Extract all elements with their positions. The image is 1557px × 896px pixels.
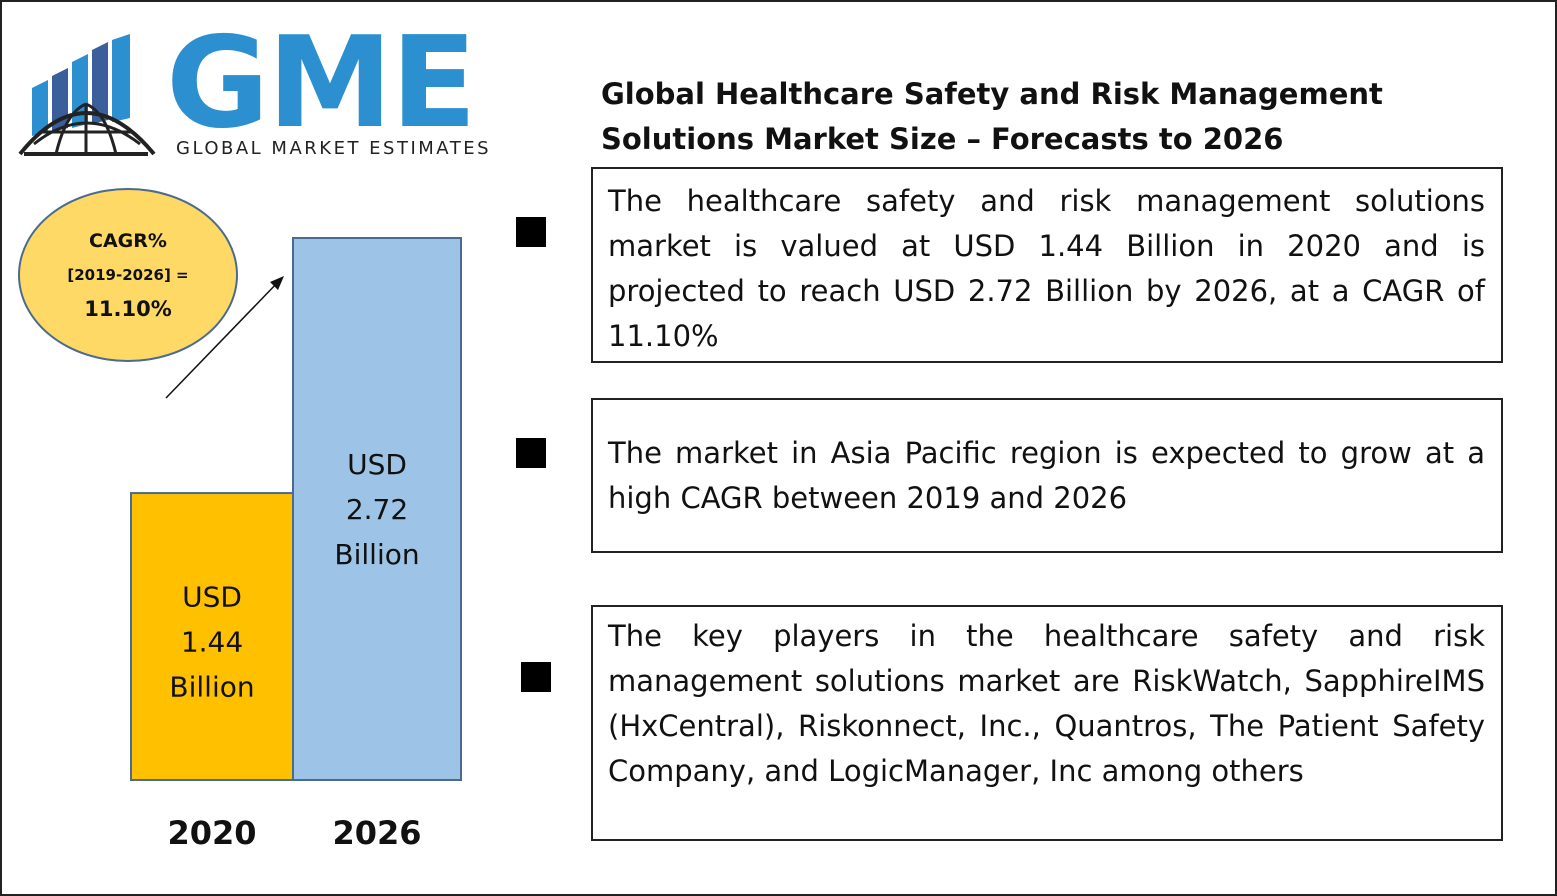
bar-2020 — [130, 492, 294, 781]
logo-letters: GME — [166, 9, 477, 156]
bar-data-label: Billion — [169, 671, 254, 704]
growth-arrow-line — [165, 279, 281, 399]
gme-logo: GME GLOBAL MARKET ESTIMATES — [16, 20, 526, 160]
bullet-icon — [516, 217, 546, 247]
cagr-value: 11.10% — [84, 297, 172, 321]
x-tick-label: 2020 — [167, 814, 256, 852]
bar-2026 — [292, 237, 462, 781]
logo-subtitle: GLOBAL MARKET ESTIMATES — [176, 138, 492, 159]
info-box-key-players: The key players in the healthcare safety… — [591, 605, 1503, 841]
bar-data-label: 2.72 — [346, 493, 408, 526]
bar-chart: USD 1.44 Billion 2020 USD 2.72 Billion 2026 — [130, 237, 462, 852]
page-title: Global Healthcare Safety and Risk Manage… — [601, 77, 1383, 156]
bar-data-label: USD — [182, 581, 242, 614]
bullet-icon — [516, 438, 546, 468]
bar-data-label: Billion — [334, 538, 419, 571]
cagr-label: CAGR% — [89, 230, 167, 252]
info-box-asia-pacific: The market in Asia Pacific region is exp… — [591, 398, 1503, 553]
x-tick-label: 2026 — [332, 814, 421, 852]
info-text: The market in Asia Pacific region is exp… — [608, 436, 1485, 515]
bar-data-label: 1.44 — [181, 626, 243, 659]
bullet-icon — [521, 662, 551, 692]
bar-data-label: USD — [347, 448, 407, 481]
info-text: The healthcare safety and risk managemen… — [608, 184, 1485, 353]
cagr-period: [2019-2026] = — [67, 266, 189, 284]
growth-arrow-head-icon — [270, 276, 284, 290]
info-text: The key players in the healthcare safety… — [608, 619, 1485, 788]
info-box-market-value: The healthcare safety and risk managemen… — [591, 167, 1503, 363]
cagr-badge: CAGR% [2019-2026] = 11.10% — [18, 188, 238, 362]
globe-chart-logo-icon — [18, 34, 156, 156]
bars-group: USD 1.44 Billion 2020 USD 2.72 Billion 2026 — [130, 237, 462, 852]
